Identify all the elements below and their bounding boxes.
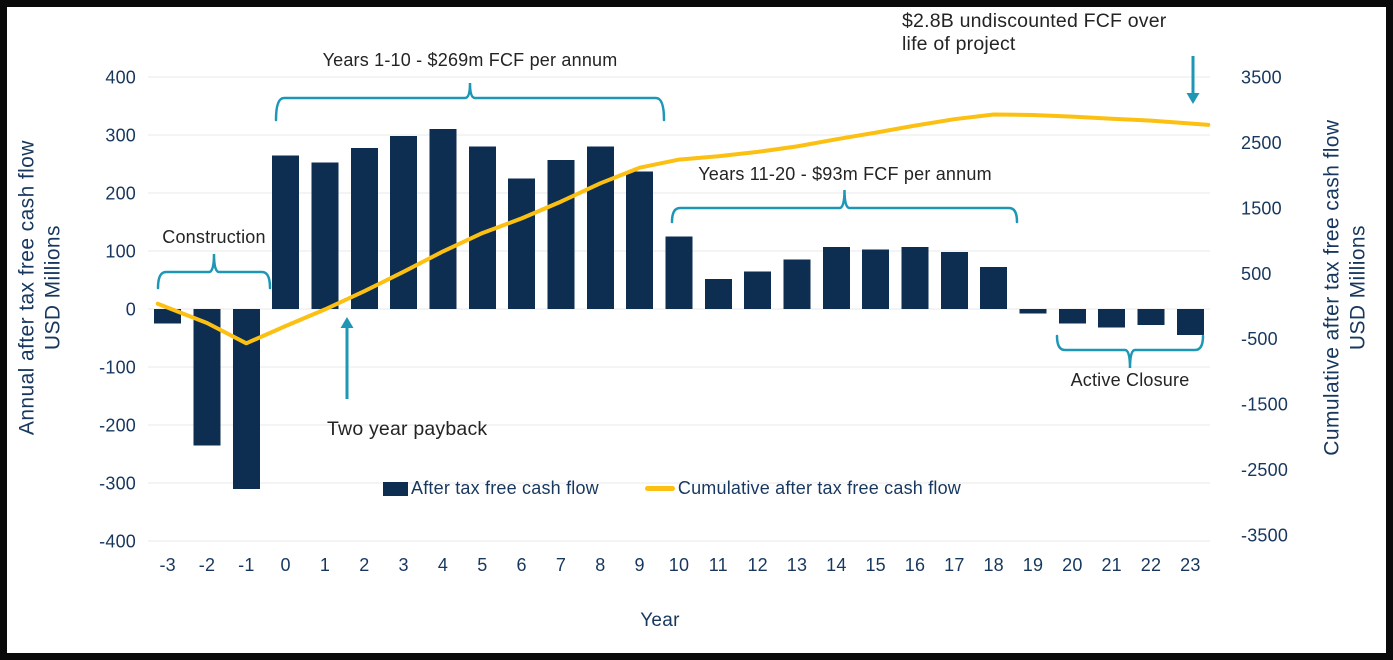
- bar-year-19: [1019, 309, 1047, 314]
- bar-year-11: [704, 278, 732, 309]
- bar-year--2: [193, 309, 221, 446]
- bar-year-10: [665, 236, 693, 309]
- right-axis-title-line1: Cumulative after tax free cash flow: [1320, 119, 1344, 456]
- left-axis-tick: -400: [99, 532, 136, 552]
- legend-item-bar: After tax free cash flow: [383, 478, 599, 499]
- x-axis-tick: -1: [238, 555, 254, 575]
- bar-year-20: [1058, 309, 1086, 324]
- years_1_10-brace: [274, 82, 666, 122]
- annotation-two-year-payback: Two year payback: [327, 418, 488, 440]
- bar-year-0: [272, 155, 300, 309]
- right-axis-tick: -2500: [1241, 460, 1288, 480]
- x-axis-tick: 20: [1062, 555, 1082, 575]
- x-axis-tick: 6: [517, 555, 527, 575]
- x-axis-tick: -2: [199, 555, 215, 575]
- x-axis-tick: 8: [595, 555, 605, 575]
- legend-line-swatch-icon: [644, 486, 675, 491]
- bar-year-4: [429, 129, 457, 309]
- payback-arrowhead-icon: [340, 317, 354, 328]
- bar-year-8: [586, 146, 614, 309]
- right-axis-title: Cumulative after tax free cash flow USD …: [1319, 28, 1370, 548]
- x-axis-tick: 14: [826, 555, 846, 575]
- bar-year-6: [508, 178, 536, 309]
- x-axis-title: Year: [640, 610, 680, 631]
- x-axis-tick: 0: [281, 555, 291, 575]
- right-axis-tick: -3500: [1241, 526, 1288, 546]
- x-axis-tick: 5: [477, 555, 487, 575]
- bar-year-7: [547, 159, 575, 309]
- x-axis-tick: 22: [1141, 555, 1161, 575]
- left-axis-tick: -200: [99, 416, 136, 436]
- legend-bar-label: After tax free cash flow: [411, 478, 599, 498]
- right-axis-title-line2: USD Millions: [1346, 225, 1369, 351]
- annotation-years-11-20: Years 11-20 - $93m FCF per annum: [698, 164, 992, 184]
- bar-year-14: [822, 246, 850, 309]
- fcf_total-arrowhead-icon: [1186, 93, 1200, 104]
- x-axis-tick: -3: [159, 555, 175, 575]
- bar-year-12: [744, 271, 772, 309]
- x-axis-tick: 1: [320, 555, 330, 575]
- bar-year-21: [1098, 309, 1126, 328]
- bar-year-23: [1176, 309, 1204, 336]
- x-axis-tick: 13: [787, 555, 807, 575]
- legend-line-label: Cumulative after tax free cash flow: [677, 478, 962, 498]
- left-axis-tick: 200: [105, 184, 136, 204]
- x-axis-tick: 15: [865, 555, 885, 575]
- annotation-active-closure: Active Closure: [1070, 370, 1190, 390]
- x-axis-tick: 18: [983, 555, 1003, 575]
- bar-year-16: [901, 246, 929, 309]
- right-axis-tick: -500: [1241, 329, 1278, 349]
- x-axis-tick: 16: [905, 555, 925, 575]
- bar-year-9: [626, 171, 654, 309]
- x-axis-tick: 23: [1180, 555, 1200, 575]
- left-axis-tick: 300: [105, 126, 136, 146]
- bar-year-2: [350, 147, 378, 309]
- x-axis-tick: 21: [1101, 555, 1121, 575]
- chart-legend: After tax free cash flow Cumulative afte…: [383, 478, 961, 499]
- x-axis-tick: 7: [556, 555, 566, 575]
- x-axis-tick: 17: [944, 555, 964, 575]
- active_closure-brace: [1055, 334, 1205, 369]
- right-axis-tick: 3500: [1241, 67, 1282, 87]
- right-axis-tick: 500: [1241, 264, 1272, 284]
- bar-year-17: [940, 252, 968, 309]
- bar-year-18: [980, 267, 1008, 309]
- x-axis-tick: 2: [359, 555, 369, 575]
- x-axis-tick: 19: [1023, 555, 1043, 575]
- years_11_20-brace: [670, 189, 1019, 224]
- construction-brace: [156, 253, 272, 290]
- annotation-total-fcf: $2.8B undiscounted FCF over life of proj…: [902, 10, 1167, 56]
- right-axis-tick: 2500: [1241, 133, 1282, 153]
- bar-year-15: [862, 249, 890, 309]
- right-axis-tick: -1500: [1241, 395, 1288, 415]
- bar-year-1: [311, 162, 339, 309]
- left-axis-tick: -100: [99, 358, 136, 378]
- bar-year--1: [232, 309, 260, 489]
- bar-year-22: [1137, 309, 1165, 326]
- left-axis-tick: 400: [105, 68, 136, 88]
- bar-year-13: [783, 259, 811, 309]
- annotation-years-1-10: Years 1-10 - $269m FCF per annum: [322, 50, 618, 70]
- left-axis-tick: 100: [105, 242, 136, 262]
- left-axis-title-line1: Annual after tax free cash flow: [15, 140, 39, 436]
- left-axis-title-line2: USD Millions: [41, 225, 64, 351]
- legend-bar-swatch-icon: [383, 481, 408, 496]
- bar-year-3: [390, 136, 418, 309]
- left-axis-title: Annual after tax free cash flow USD Mill…: [14, 38, 65, 538]
- legend-item-line: Cumulative after tax free cash flow: [644, 478, 962, 499]
- left-axis-tick: -300: [99, 474, 136, 494]
- x-axis-tick: 11: [709, 555, 728, 575]
- x-axis-tick: 4: [438, 555, 448, 575]
- cumulative-line: [155, 112, 1211, 346]
- right-axis-tick: 1500: [1241, 198, 1282, 218]
- x-axis-tick: 12: [747, 555, 767, 575]
- x-axis-tick: 10: [669, 555, 689, 575]
- bar-year--3: [154, 309, 182, 324]
- annotation-construction: Construction: [162, 227, 266, 247]
- left-axis-tick: 0: [126, 300, 136, 320]
- x-axis-tick: 9: [635, 555, 645, 575]
- x-axis-tick: 3: [399, 555, 409, 575]
